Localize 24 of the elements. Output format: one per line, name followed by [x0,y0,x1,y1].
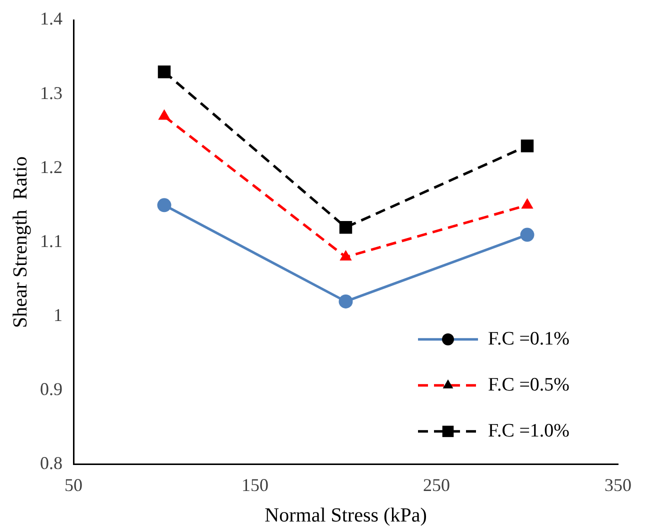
point [339,221,352,234]
legend-label: F.C =0.1% [488,328,570,350]
legend-label: F.C =1.0% [488,420,570,442]
y-tick-label: 1 [54,305,62,325]
point [520,228,534,242]
legend-label: F.C =0.5% [488,374,570,396]
y-tick-label: 1.3 [40,82,62,103]
point [340,250,352,261]
point [338,294,353,308]
x-tick-label: 350 [604,474,632,495]
x-axis-title: Normal Stress (kPa) [264,504,427,526]
x-tick-label: 250 [423,474,450,495]
x-tick-label: 150 [242,474,268,495]
y-tick-label: 0.8 [40,453,62,474]
x-tick-label: 50 [64,474,82,495]
point [157,198,172,212]
y-tick-label: 0.9 [40,379,62,400]
point [158,65,171,78]
y-axis-title: Shear Strength Ratio [9,156,32,328]
y-tick-label: 1.4 [40,8,62,29]
point [521,198,534,209]
point [520,140,534,152]
y-tick-label: 1.2 [40,156,62,177]
y-tick-label: 1.1 [40,230,62,251]
